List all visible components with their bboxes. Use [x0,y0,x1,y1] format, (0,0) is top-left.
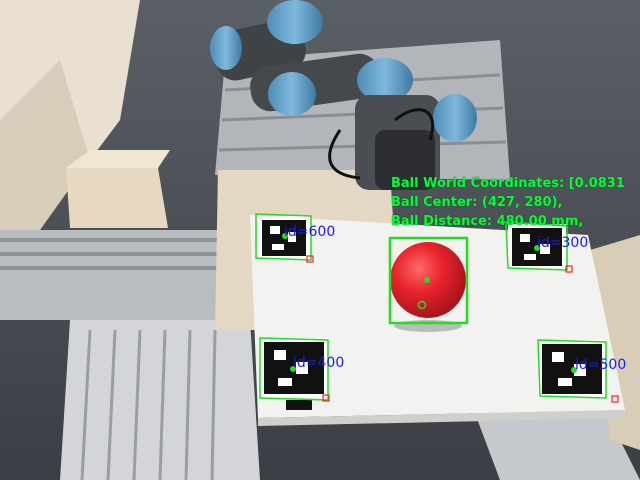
robot-arm [210,0,477,190]
robot-joint-3 [357,58,413,102]
robot-joint-2 [268,72,316,116]
right-cardboard-box [590,235,640,450]
robot-joint-1 [267,0,323,44]
aluminum-plate-slots [80,329,217,480]
aluminum-rail-left [0,230,230,320]
marker-label-600: id=600 [284,224,336,240]
ball-center-dot [424,277,430,283]
aluminum-rail-grooves [0,238,230,270]
marker-detection-outlines [255,213,607,401]
marker-corner-points [306,255,619,403]
ball-contact-point [417,300,427,310]
marker-label-300: id=300 [537,235,589,251]
left-cardboard-shade [0,60,90,250]
robot-joint-4 [433,94,477,142]
marker-label-400: id=400 [293,355,345,371]
ball-center-label: Ball Center: (427, 280), [391,195,563,210]
wooden-block-left [66,168,168,228]
marker-label-500: id=500 [575,357,627,373]
marker-center-dots [282,233,577,373]
ball-distance-label: Ball Distance: 480.00 mm, [391,214,584,229]
world-coordinates-label: Ball World Coordinates: [0.0831 [391,176,625,191]
ball-detection-box [388,236,469,325]
